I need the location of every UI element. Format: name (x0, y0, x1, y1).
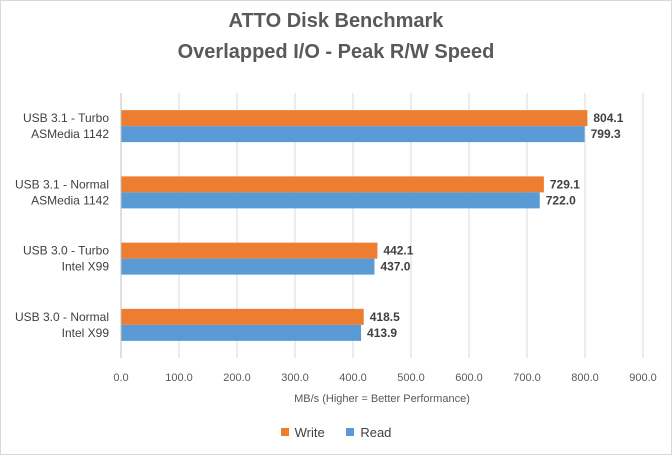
x-tick-label: 100.0 (165, 372, 193, 384)
category-label: ASMedia 1142 (31, 193, 109, 207)
category-label: USB 3.0 - Normal (15, 310, 109, 324)
chart-legend: Write Read (0, 424, 672, 440)
x-tick-label: 900.0 (629, 372, 657, 384)
bar-write (121, 110, 588, 127)
category-label: Intel X99 (62, 260, 110, 274)
category-label: USB 3.1 - Normal (15, 177, 109, 191)
bar-read (121, 192, 540, 209)
x-tick-label: 600.0 (455, 372, 483, 384)
data-label: 804.1 (593, 111, 623, 125)
legend-swatch-write (280, 428, 289, 436)
x-tick-label: 500.0 (397, 372, 425, 384)
data-label: 722.0 (546, 193, 576, 207)
legend-item-read: Read (346, 425, 391, 440)
chart-subtitle: Overlapped I/O - Peak R/W Speed (177, 41, 495, 63)
x-tick-label: 200.0 (223, 372, 251, 384)
legend-swatch-read (346, 428, 355, 436)
bar-write (121, 308, 364, 325)
x-tick-label: 800.0 (571, 372, 599, 384)
data-label: 418.5 (370, 310, 400, 324)
bar-read (121, 126, 585, 143)
data-label: 729.1 (550, 177, 580, 191)
x-tick-label: 0.0 (113, 372, 128, 384)
data-label: 413.9 (367, 326, 397, 340)
category-label: USB 3.0 - Turbo (23, 244, 109, 258)
bar-write (121, 176, 544, 193)
legend-label-write: Write (294, 424, 325, 440)
x-tick-label: 300.0 (281, 372, 309, 384)
data-label: 442.1 (383, 244, 413, 258)
x-tick-label: 400.0 (339, 372, 367, 384)
bar-read (121, 258, 375, 275)
bar-read (121, 324, 362, 341)
legend-label-read: Read (360, 424, 392, 440)
legend-item-write: Write (280, 424, 325, 440)
bar-write (121, 242, 378, 259)
chart-title: ATTO Disk Benchmark (228, 10, 444, 32)
category-label: ASMedia 1142 (31, 127, 109, 141)
data-label: 799.3 (591, 127, 621, 141)
data-label: 437.0 (380, 260, 410, 274)
x-axis-label: MB/s (Higher = Better Performance) (294, 393, 470, 405)
category-label: USB 3.1 - Turbo (23, 111, 109, 125)
category-label: Intel X99 (62, 326, 110, 340)
x-tick-label: 700.0 (513, 372, 541, 384)
